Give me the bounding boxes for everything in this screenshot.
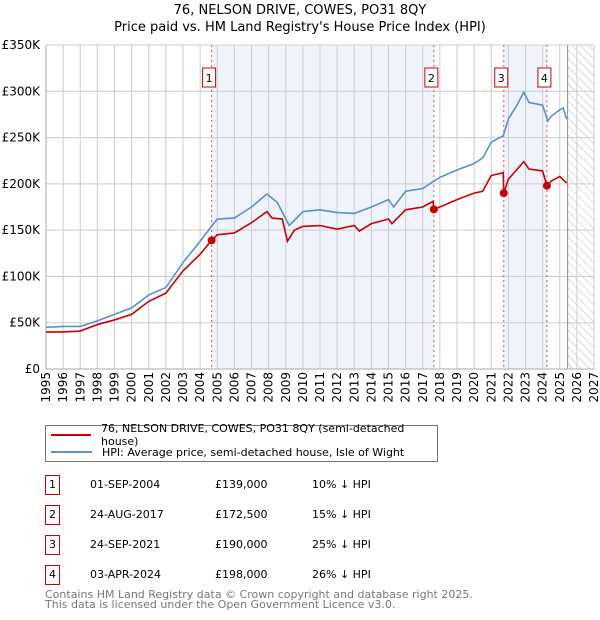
y-tick-label: £150K xyxy=(2,223,42,237)
sale-marker-box xyxy=(202,67,217,88)
x-tick-label: 1998 xyxy=(90,372,104,403)
x-tick-label: 2003 xyxy=(176,372,190,403)
sale-marker-box xyxy=(494,67,509,88)
sale-marker-label: 4 xyxy=(541,72,548,85)
sale-marker-label: 1 xyxy=(206,72,213,85)
x-tick-label: 2012 xyxy=(330,372,344,403)
x-tick-label: 2011 xyxy=(313,372,327,403)
x-tick-label: 2020 xyxy=(467,372,481,403)
x-tick-label: 2024 xyxy=(536,372,550,403)
x-tick-label: 2027 xyxy=(587,372,600,403)
sale-point xyxy=(207,236,216,245)
transaction-hpi-diff: 15% ↓ HPI xyxy=(312,508,371,521)
x-tick-label: 2007 xyxy=(245,372,259,403)
transaction-price: £198,000 xyxy=(215,568,268,581)
x-tick-label: 2016 xyxy=(399,372,413,403)
legend-swatch-property xyxy=(51,434,91,436)
x-tick-label: 1995 xyxy=(39,372,53,403)
x-tick-label: 2023 xyxy=(519,372,533,403)
price-chart: 1995 1996 1997 1998 1999 2000 2001 2002 2003 2004… xyxy=(2,38,600,403)
y-tick-label: £300K xyxy=(2,84,42,98)
x-tick-label: 1996 xyxy=(56,372,70,403)
transaction-marker: 2 xyxy=(45,505,60,525)
transaction-marker: 1 xyxy=(45,475,60,495)
y-tick-label: £350K xyxy=(2,38,42,52)
x-tick-label: 2014 xyxy=(364,372,378,403)
transaction-marker: 4 xyxy=(45,565,60,585)
transaction-row: 1 01-SEP-2004 £139,000 10% ↓ HPI xyxy=(45,475,465,495)
x-tick-label: 2004 xyxy=(193,372,207,403)
transaction-row: 3 24-SEP-2021 £190,000 25% ↓ HPI xyxy=(45,535,465,555)
x-tick-label: 2017 xyxy=(416,372,430,403)
y-tick-label: £250K xyxy=(2,131,42,145)
sale-marker-label: 3 xyxy=(498,72,505,85)
x-tick-label: 2001 xyxy=(142,372,156,403)
x-tick-label: 2019 xyxy=(450,372,464,403)
sale-point xyxy=(542,181,551,190)
x-tick-label: 2010 xyxy=(296,372,310,403)
x-tick-label: 2000 xyxy=(125,372,139,403)
hpi-line xyxy=(45,90,568,329)
sale-point xyxy=(499,189,508,198)
x-tick-label: 2018 xyxy=(433,372,447,403)
transaction-price: £139,000 xyxy=(215,478,268,491)
transaction-date: 01-SEP-2004 xyxy=(90,478,161,491)
transaction-hpi-diff: 10% ↓ HPI xyxy=(312,478,371,491)
x-tick-label: 2022 xyxy=(501,372,515,403)
y-tick-label: £100K xyxy=(2,269,42,283)
legend: 76, NELSON DRIVE, COWES, PO31 8QY (semi-… xyxy=(45,422,438,462)
x-tick-label: 2006 xyxy=(227,372,241,403)
sale-marker-box xyxy=(537,67,552,88)
sale-marker-box xyxy=(424,67,439,88)
footer: Contains HM Land Registry data © Crown c… xyxy=(45,588,473,611)
x-tick-label: 2002 xyxy=(159,372,173,403)
transaction-price: £190,000 xyxy=(215,538,268,551)
transaction-hpi-diff: 26% ↓ HPI xyxy=(312,568,371,581)
footer-line-2: This data is licensed under the Open Gov… xyxy=(45,598,396,611)
transaction-date: 03-APR-2024 xyxy=(90,568,162,581)
y-tick-label: £200K xyxy=(2,177,42,191)
x-tick-label: 2025 xyxy=(553,372,567,403)
x-tick-label: 2009 xyxy=(279,372,293,403)
sale-period-shade xyxy=(211,45,434,369)
footer-line-1: Contains HM Land Registry data © Crown c… xyxy=(45,588,473,601)
x-tick-label: 2026 xyxy=(570,372,584,403)
transaction-marker: 3 xyxy=(45,535,60,555)
legend-label-property: 76, NELSON DRIVE, COWES, PO31 8QY (semi-… xyxy=(101,422,405,448)
sale-point xyxy=(429,205,438,214)
x-tick-label: 1997 xyxy=(73,372,87,403)
property-price-line xyxy=(46,160,568,333)
legend-label-hpi: HPI: Average price, semi-detached house,… xyxy=(102,445,405,459)
transaction-date: 24-SEP-2021 xyxy=(90,538,161,551)
x-tick-label: 1999 xyxy=(108,372,122,403)
x-tick-label: 2013 xyxy=(347,372,361,403)
chart-title: 76, NELSON DRIVE, COWES, PO31 8QY xyxy=(173,3,427,18)
x-tick-label: 2008 xyxy=(262,372,276,403)
transaction-row: 4 03-APR-2024 £198,000 26% ↓ HPI xyxy=(45,565,465,585)
transaction-price: £172,500 xyxy=(215,508,268,521)
x-tick-label: 2021 xyxy=(484,372,498,403)
transaction-hpi-diff: 25% ↓ HPI xyxy=(312,538,371,551)
sale-marker-label: 2 xyxy=(428,72,435,85)
transaction-date: 24-AUG-2017 xyxy=(90,508,164,521)
x-tick-label: 2005 xyxy=(210,372,224,403)
y-tick-label: £50K xyxy=(9,316,41,330)
x-tick-label: 2015 xyxy=(382,372,396,403)
y-tick-label: £0 xyxy=(25,362,40,376)
forecast-hatch xyxy=(567,45,594,369)
chart-subtitle: Price paid vs. HM Land Registry's House … xyxy=(114,20,486,35)
legend-swatch-hpi xyxy=(51,451,92,453)
transaction-row: 2 24-AUG-2017 £172,500 15% ↓ HPI xyxy=(45,505,465,525)
